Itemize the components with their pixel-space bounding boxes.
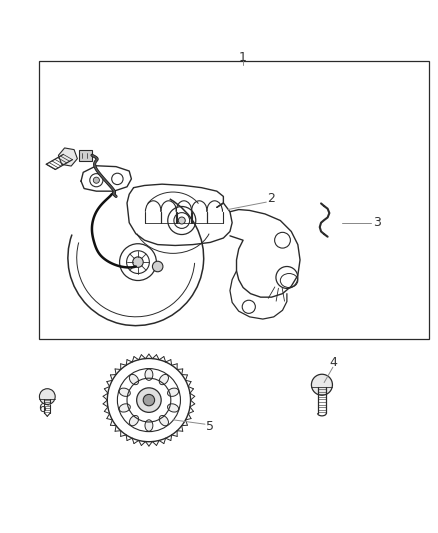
Ellipse shape [145,420,153,431]
Polygon shape [79,150,92,161]
Text: 3: 3 [373,216,381,229]
Circle shape [93,177,99,183]
Ellipse shape [159,416,169,426]
Circle shape [137,388,161,413]
Text: 2: 2 [268,192,276,205]
Ellipse shape [159,374,169,385]
Circle shape [133,257,143,268]
Circle shape [311,374,332,395]
Ellipse shape [167,388,179,397]
Ellipse shape [145,369,153,381]
Polygon shape [58,148,78,166]
Circle shape [152,261,163,272]
Text: 1: 1 [239,51,247,63]
Text: 4: 4 [329,357,337,369]
Ellipse shape [119,388,131,397]
Circle shape [143,394,155,406]
Text: 5: 5 [206,420,214,433]
Circle shape [39,389,55,405]
Ellipse shape [167,404,179,412]
Ellipse shape [119,404,131,412]
Circle shape [178,217,185,224]
Ellipse shape [129,374,138,385]
Text: 6: 6 [38,402,46,415]
Ellipse shape [129,416,138,426]
